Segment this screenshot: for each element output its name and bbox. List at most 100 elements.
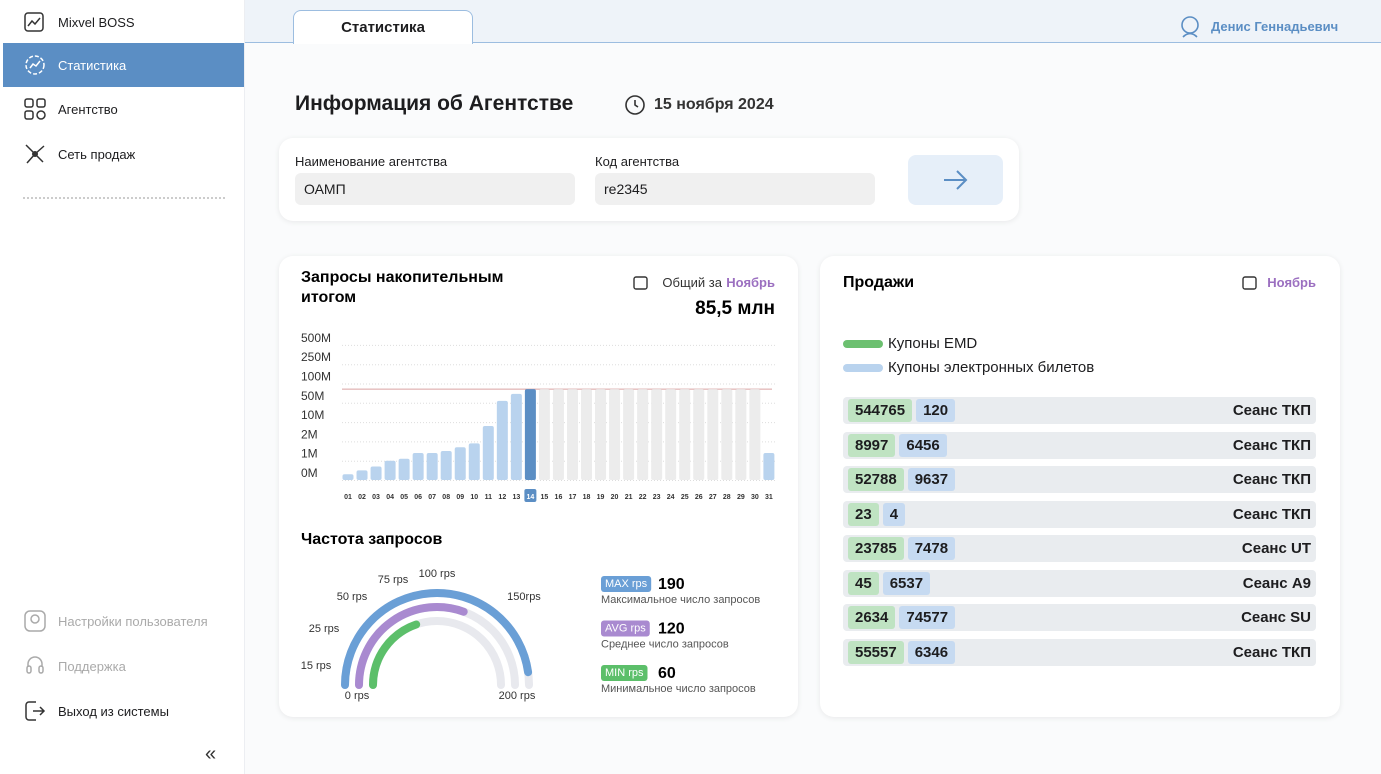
emd-count: 45	[848, 571, 879, 595]
field-input[interactable]: re2345	[595, 173, 875, 205]
bar	[384, 460, 396, 480]
x-tick-label: 02	[358, 494, 366, 501]
x-tick-label: 05	[400, 494, 408, 501]
sales-row: 55557 6346 Сеанс ТКП	[843, 638, 1316, 666]
bar	[398, 458, 410, 480]
x-tick-label: 20	[611, 494, 619, 501]
bar	[468, 443, 480, 480]
user-name[interactable]: Денис Геннадьевич	[1211, 19, 1339, 34]
stat-description: Максимальное число запросов	[601, 594, 760, 606]
legend-item: Купоны электронных билетов	[843, 359, 1094, 376]
sales-period[interactable]: Ноябрь	[1267, 275, 1316, 290]
y-tick-label: 1M	[301, 447, 318, 461]
etkt-count: 74577	[899, 606, 956, 629]
badge	[601, 665, 648, 681]
menu-item[interactable]: Поддержка	[3, 644, 244, 688]
menu-item[interactable]: Настройки пользователя	[3, 599, 244, 643]
stat-description: Среднее число запросов	[601, 639, 729, 651]
gauge-tick-label: 100 rps	[419, 568, 456, 580]
x-tick-label: 11	[485, 494, 493, 501]
x-tick-label: 25	[681, 494, 689, 501]
badge-label: AVG rps	[605, 623, 646, 635]
submit-button[interactable]	[908, 155, 1003, 205]
x-tick-label: 10	[470, 494, 478, 501]
bar	[763, 452, 775, 480]
menu-item[interactable]: Выход из системы	[3, 689, 244, 733]
menu-item[interactable]: Агентство	[3, 87, 244, 131]
menu-item-active[interactable]: Статистика	[3, 43, 244, 87]
y-tick-label: 10M	[301, 408, 324, 422]
session-label: Сеанс ТКП	[1232, 436, 1311, 454]
y-tick-label: 500M	[301, 331, 331, 345]
bar	[454, 447, 466, 480]
menu-item[interactable]: Сеть продаж	[3, 132, 244, 176]
x-tick-label: 22	[639, 494, 647, 501]
placeholder-bar	[581, 389, 593, 480]
x-tick-label: 14	[526, 494, 534, 501]
session-label: Сеанс SU	[1241, 609, 1311, 626]
session-label: Сеанс A9	[1242, 574, 1311, 592]
bar	[370, 466, 382, 480]
x-tick-label: 09	[456, 494, 464, 501]
total-value: 85,5 млн	[695, 298, 775, 319]
field-input[interactable]: ОАМП	[295, 173, 575, 205]
placeholder-bar	[595, 389, 607, 480]
etkt-count: 120	[916, 399, 956, 422]
placeholder-bar	[623, 389, 635, 480]
y-tick-label: 0M	[301, 466, 318, 480]
gauge-tick-label: 50 rps	[337, 591, 368, 603]
divider	[23, 197, 225, 199]
brand[interactable]: Mixvel BOSS	[3, 0, 244, 44]
stat-value: 60	[658, 665, 676, 682]
tab[interactable]: Статистика	[293, 10, 473, 44]
x-tick-label: 21	[625, 494, 633, 501]
placeholder-bar	[707, 389, 719, 480]
badge	[601, 576, 652, 592]
x-tick-label: 06	[414, 494, 422, 501]
requests-card	[279, 256, 798, 717]
bar	[510, 393, 522, 480]
menu-label: Выход из системы	[58, 703, 169, 719]
etkt-count: 6346	[907, 640, 956, 664]
x-tick-label: 27	[709, 494, 717, 501]
gauge-track	[369, 617, 505, 689]
etkt-count: 7478	[907, 537, 956, 560]
sales-title: Продажи	[843, 274, 914, 291]
x-tick-label: 19	[597, 494, 605, 501]
x-tick-label: 03	[372, 494, 380, 501]
sales-row: 544765 120 Сеанс ТКП	[843, 397, 1316, 424]
placeholder-bar	[609, 389, 621, 480]
period[interactable]: Ноябрь	[726, 275, 775, 290]
emd-count: 52788	[848, 468, 904, 491]
bar	[356, 470, 368, 480]
legend-label: Купоны электронных билетов	[888, 359, 1095, 376]
badge	[601, 620, 650, 637]
brand-name: Mixvel BOSS	[58, 14, 135, 30]
x-tick-label: 08	[442, 494, 450, 501]
placeholder-bar	[693, 389, 705, 480]
collapse-button[interactable]: «	[205, 743, 217, 765]
x-tick-label: 23	[653, 494, 661, 501]
placeholder-bar	[538, 389, 550, 480]
bar	[482, 425, 494, 480]
calendar-icon	[1242, 276, 1257, 290]
menu-label: Агентство	[58, 101, 118, 117]
etkt-count: 4	[882, 502, 906, 526]
legend-swatch	[843, 363, 883, 372]
x-tick-label: 01	[344, 494, 352, 501]
x-tick-label: 29	[737, 494, 745, 501]
emd-count: 23	[848, 502, 879, 526]
bar	[524, 389, 536, 480]
x-tick-label: 13	[512, 494, 520, 501]
placeholder-bar	[566, 389, 578, 480]
sales-row: 8997 6456 Сеанс ТКП	[843, 431, 1316, 459]
x-tick-label: 18	[583, 494, 591, 501]
current-marker	[524, 489, 537, 502]
emd-count: 2634	[848, 606, 896, 629]
sales-row: 2634 74577 Сеанс SU	[843, 604, 1316, 631]
menu-label: Статистика	[58, 57, 127, 73]
badge-label: MAX rps	[605, 578, 648, 590]
bar	[496, 400, 508, 480]
chart-title: Запросы накопительным итогом	[301, 269, 503, 306]
placeholder-bar	[721, 389, 733, 480]
